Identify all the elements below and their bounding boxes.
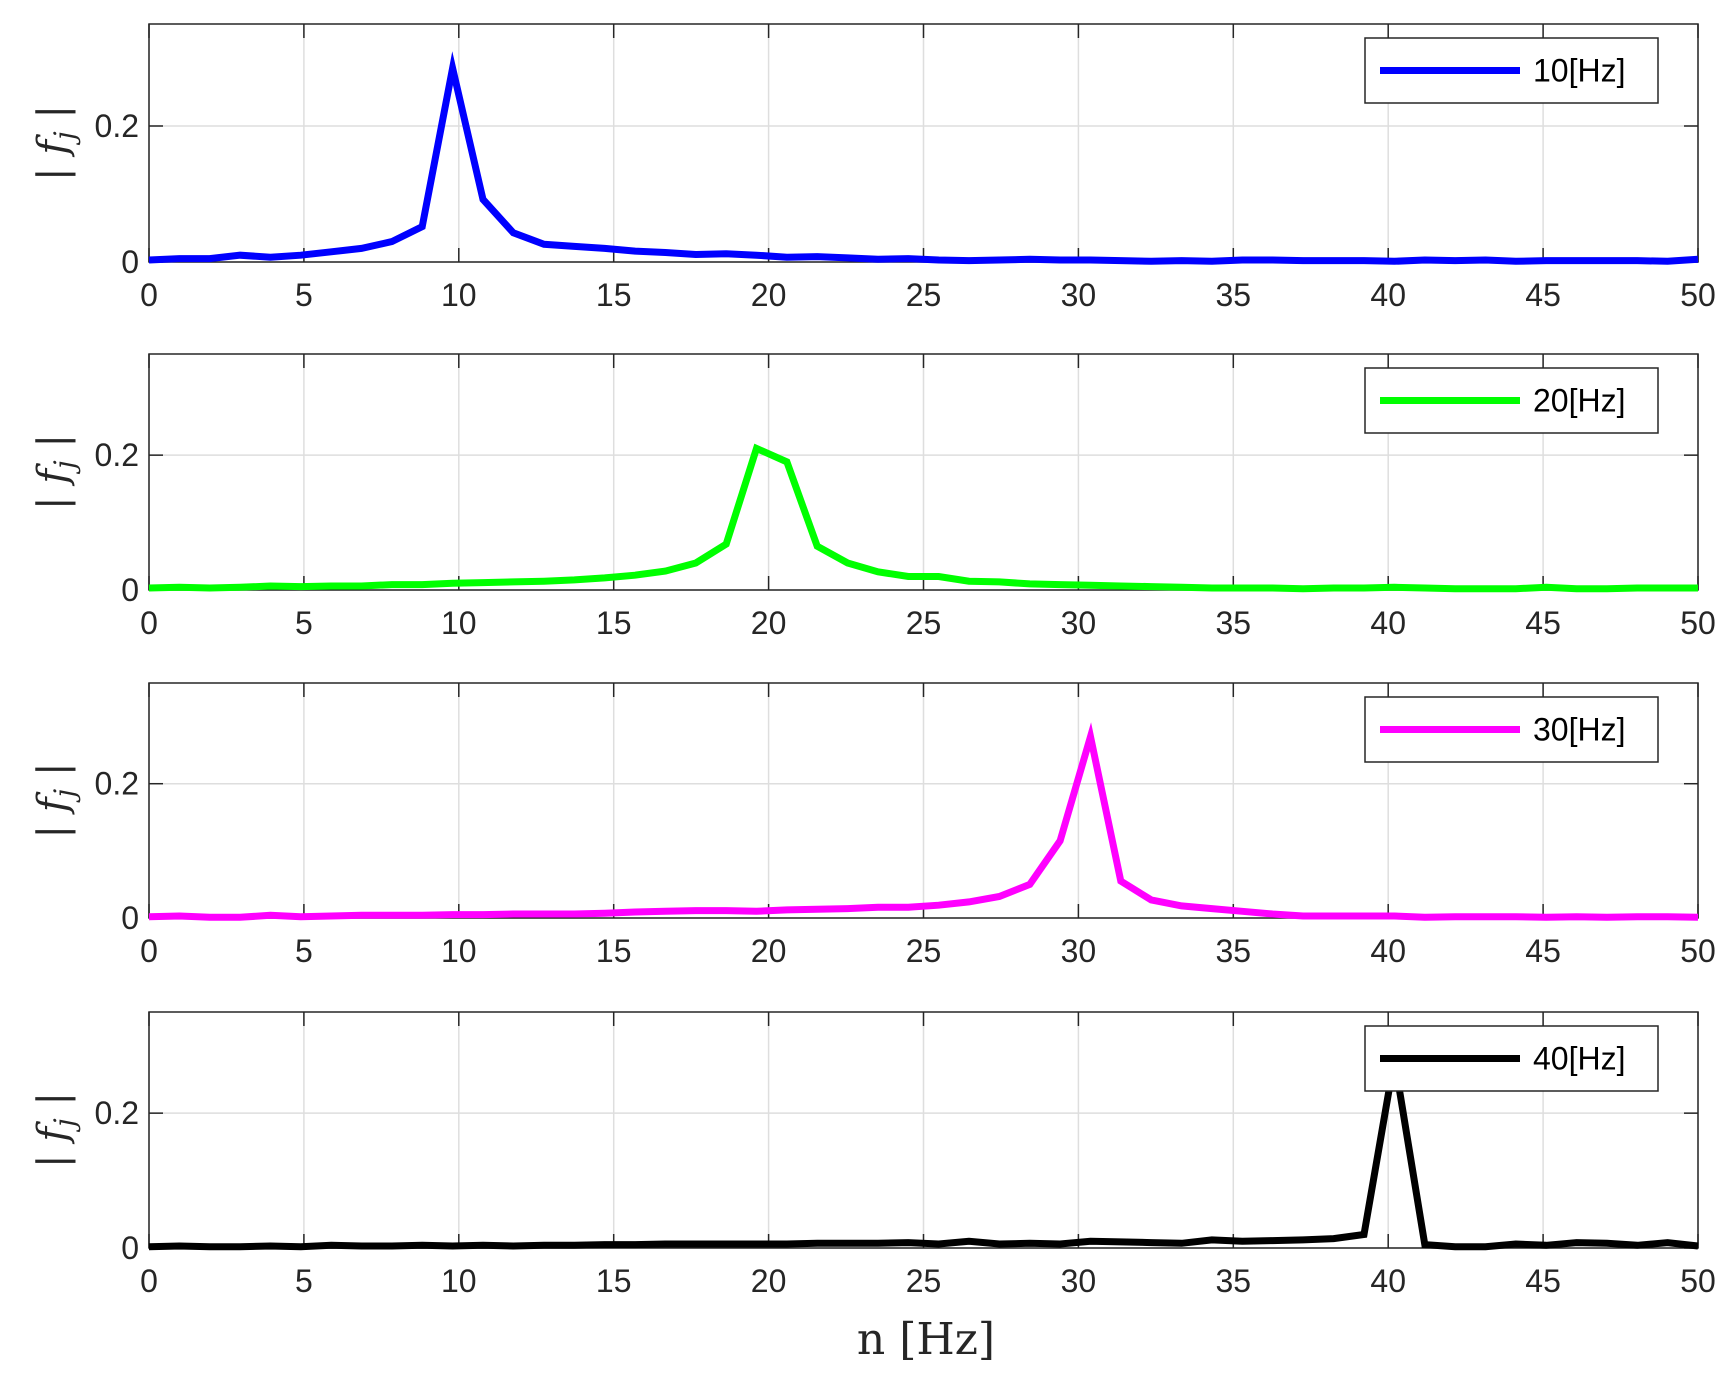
x-tick-label: 40 xyxy=(1370,277,1406,313)
x-tick-label: 25 xyxy=(906,605,942,641)
x-tick-label: 10 xyxy=(441,1263,477,1299)
x-tick-label: 45 xyxy=(1525,933,1561,969)
x-tick-label: 45 xyxy=(1525,277,1561,313)
y-tick-label: 0.2 xyxy=(95,108,139,144)
x-tick-label: 20 xyxy=(751,933,787,969)
x-tick-label: 20 xyxy=(751,277,787,313)
series-line xyxy=(148,443,1698,593)
legend-label: 20[Hz] xyxy=(1533,383,1625,419)
x-tick-label: 50 xyxy=(1680,1263,1716,1299)
subplot-2: 0 5 10 15 20 25 30 35 40 45 50 0 0.2 | fj | 20[Hz] xyxy=(30,353,1716,641)
legend-label: 40[Hz] xyxy=(1533,1041,1625,1077)
x-tick-label: 15 xyxy=(596,933,632,969)
y-axis-label: | fj | xyxy=(30,1092,81,1168)
series-line xyxy=(148,1038,1699,1251)
y-tick-label: 0 xyxy=(121,1230,139,1266)
x-tick-label: 50 xyxy=(1680,277,1716,313)
x-tick-label: 35 xyxy=(1216,933,1252,969)
subplot-1: 0 5 10 15 20 25 30 35 40 45 50 0 0.2 | fj | 10[Hz] xyxy=(30,23,1716,313)
series-line xyxy=(148,722,1699,921)
legend-label: 30[Hz] xyxy=(1533,712,1625,748)
x-tick-label: 10 xyxy=(441,277,477,313)
x-tick-label: 15 xyxy=(596,1263,632,1299)
x-tick-label: 20 xyxy=(751,1263,787,1299)
x-tick-label: 0 xyxy=(140,277,158,313)
x-tick-label: 40 xyxy=(1370,605,1406,641)
y-tick-label: 0.2 xyxy=(95,437,139,473)
x-tick-label: 40 xyxy=(1370,1263,1406,1299)
x-tick-label: 25 xyxy=(906,933,942,969)
x-tick-label: 5 xyxy=(295,933,313,969)
x-tick-label: 35 xyxy=(1216,605,1252,641)
x-tick-label: 20 xyxy=(751,605,787,641)
x-tick-label: 35 xyxy=(1216,277,1252,313)
x-tick-label: 5 xyxy=(295,277,313,313)
x-tick-label: 10 xyxy=(441,933,477,969)
x-tick-label: 0 xyxy=(140,605,158,641)
x-tick-label: 10 xyxy=(441,605,477,641)
x-tick-label: 25 xyxy=(906,1263,942,1299)
subplot-4: 0 5 10 15 20 25 30 35 40 45 50 0 0.2 | fj | 40[Hz] xyxy=(30,1011,1716,1299)
x-tick-label: 15 xyxy=(596,277,632,313)
y-tick-label: 0 xyxy=(121,900,139,936)
y-tick-label: 0.2 xyxy=(95,766,139,802)
series-line xyxy=(148,51,1699,265)
legend-label: 10[Hz] xyxy=(1533,53,1625,89)
x-tick-label: 0 xyxy=(140,933,158,969)
x-tick-label: 45 xyxy=(1525,1263,1561,1299)
axes-box xyxy=(148,682,1699,919)
axes-box xyxy=(148,1011,1699,1249)
x-tick-label: 30 xyxy=(1061,277,1097,313)
x-tick-label: 35 xyxy=(1216,1263,1252,1299)
x-tick-label: 15 xyxy=(596,605,632,641)
x-tick-label: 30 xyxy=(1061,605,1097,641)
y-axis-label: | fj | xyxy=(30,105,81,181)
x-tick-label: 5 xyxy=(295,605,313,641)
subplot-3: 0 5 10 15 20 25 30 35 40 45 50 0 0.2 | fj | 30[Hz] xyxy=(30,682,1716,969)
y-axis-label: | fj | xyxy=(30,763,81,839)
y-tick-label: 0 xyxy=(121,244,139,280)
x-axis-label: n [Hz] xyxy=(857,1314,995,1365)
y-tick-label: 0 xyxy=(121,572,139,608)
x-tick-label: 30 xyxy=(1061,933,1097,969)
y-axis-label: | fj | xyxy=(30,434,81,510)
x-tick-label: 5 xyxy=(295,1263,313,1299)
x-tick-label: 50 xyxy=(1680,933,1716,969)
x-tick-label: 45 xyxy=(1525,605,1561,641)
axes-box xyxy=(148,353,1699,591)
y-tick-label: 0.2 xyxy=(95,1095,139,1131)
x-tick-label: 50 xyxy=(1680,605,1716,641)
x-tick-label: 0 xyxy=(140,1263,158,1299)
x-tick-label: 30 xyxy=(1061,1263,1097,1299)
x-tick-label: 40 xyxy=(1370,933,1406,969)
x-tick-label: 25 xyxy=(906,277,942,313)
